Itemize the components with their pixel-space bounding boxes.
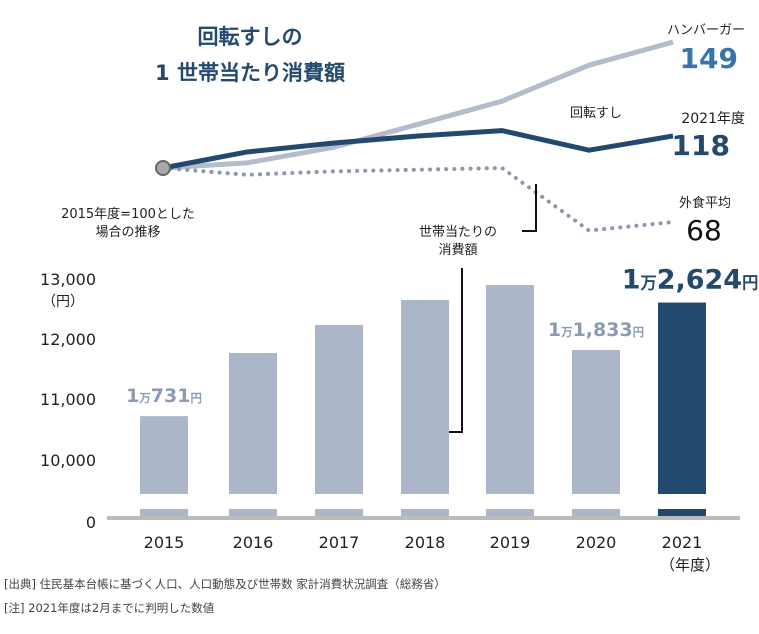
bar-data-label: 1万1,833円 <box>548 319 644 341</box>
bar-data-label: 1万731円 <box>126 385 202 407</box>
bar-2015 <box>140 416 188 494</box>
end-label-sushi: 118 <box>672 129 730 162</box>
y-tick-label: 0 <box>86 513 96 532</box>
x-tick-label: 2016 <box>233 533 274 552</box>
x-tick-label: 2015 <box>144 533 185 552</box>
end-label-eating-out: 68 <box>686 214 722 247</box>
legend-sushi: 回転すし <box>570 106 622 121</box>
footnote-source: [出典] 住民基本台帳に基づく人口、人口動態及び世帯数 家計消費状況調査（総務省… <box>4 577 446 591</box>
y-tick-label: 11,000 <box>40 390 96 409</box>
line-origin-marker <box>155 160 171 176</box>
annotation-leader-bottom <box>444 268 463 433</box>
bar-base-2020 <box>572 509 620 517</box>
bar-2019 <box>486 284 534 494</box>
legend-eating-out: 外食平均 <box>679 195 731 211</box>
bar-2020 <box>572 350 620 494</box>
bar-2016 <box>229 353 277 494</box>
annotation-line-1: 世帯当たりの <box>419 225 497 240</box>
bar-2018 <box>401 299 449 494</box>
y-tick-label: 10,000 <box>40 451 96 470</box>
bar-2017 <box>315 325 363 494</box>
bar-base-2016 <box>229 509 277 517</box>
x-tick-label: 2017 <box>319 533 360 552</box>
end-label-hamburger: 149 <box>680 42 738 75</box>
line-subtitle-1: 2015年度=100とした <box>61 206 195 222</box>
bar-base-2017 <box>315 509 363 517</box>
y-tick-label: 13,000 <box>40 270 96 289</box>
bar-base-2018 <box>401 509 449 517</box>
line-series-1 <box>162 128 674 171</box>
y-axis-unit: （円） <box>42 294 84 310</box>
x-tick-label: 2019 <box>490 533 531 552</box>
x-axis-unit: （年度） <box>660 556 720 574</box>
bar-base-2015 <box>140 509 188 517</box>
annotation-leader-top <box>522 184 537 232</box>
footnote-note: [注] 2021年度は2月までに判明した数値 <box>4 601 215 615</box>
y-tick-label: 12,000 <box>40 330 96 349</box>
bar-base-2021 <box>658 509 706 517</box>
x-tick-label: 2020 <box>576 533 617 552</box>
x-tick-label: 2018 <box>405 533 446 552</box>
bar-2021 <box>658 302 706 494</box>
sushi-year-caption: 2021年度 <box>681 111 745 127</box>
line-title-2: 1 世帯当たり消費額 <box>155 61 345 85</box>
line-title-1: 回転すしの <box>198 25 303 49</box>
bar-base-2019 <box>486 509 534 517</box>
legend-hamburger: ハンバーガー <box>667 23 745 38</box>
annotation-line-2: 消費額 <box>438 243 477 258</box>
x-tick-label: 2021 <box>662 533 703 552</box>
line-series-0 <box>162 39 674 171</box>
line-series-2 <box>161 166 675 233</box>
bar-data-label: 1万2,624円 <box>622 265 759 296</box>
line-subtitle-2: 場合の推移 <box>95 225 160 240</box>
